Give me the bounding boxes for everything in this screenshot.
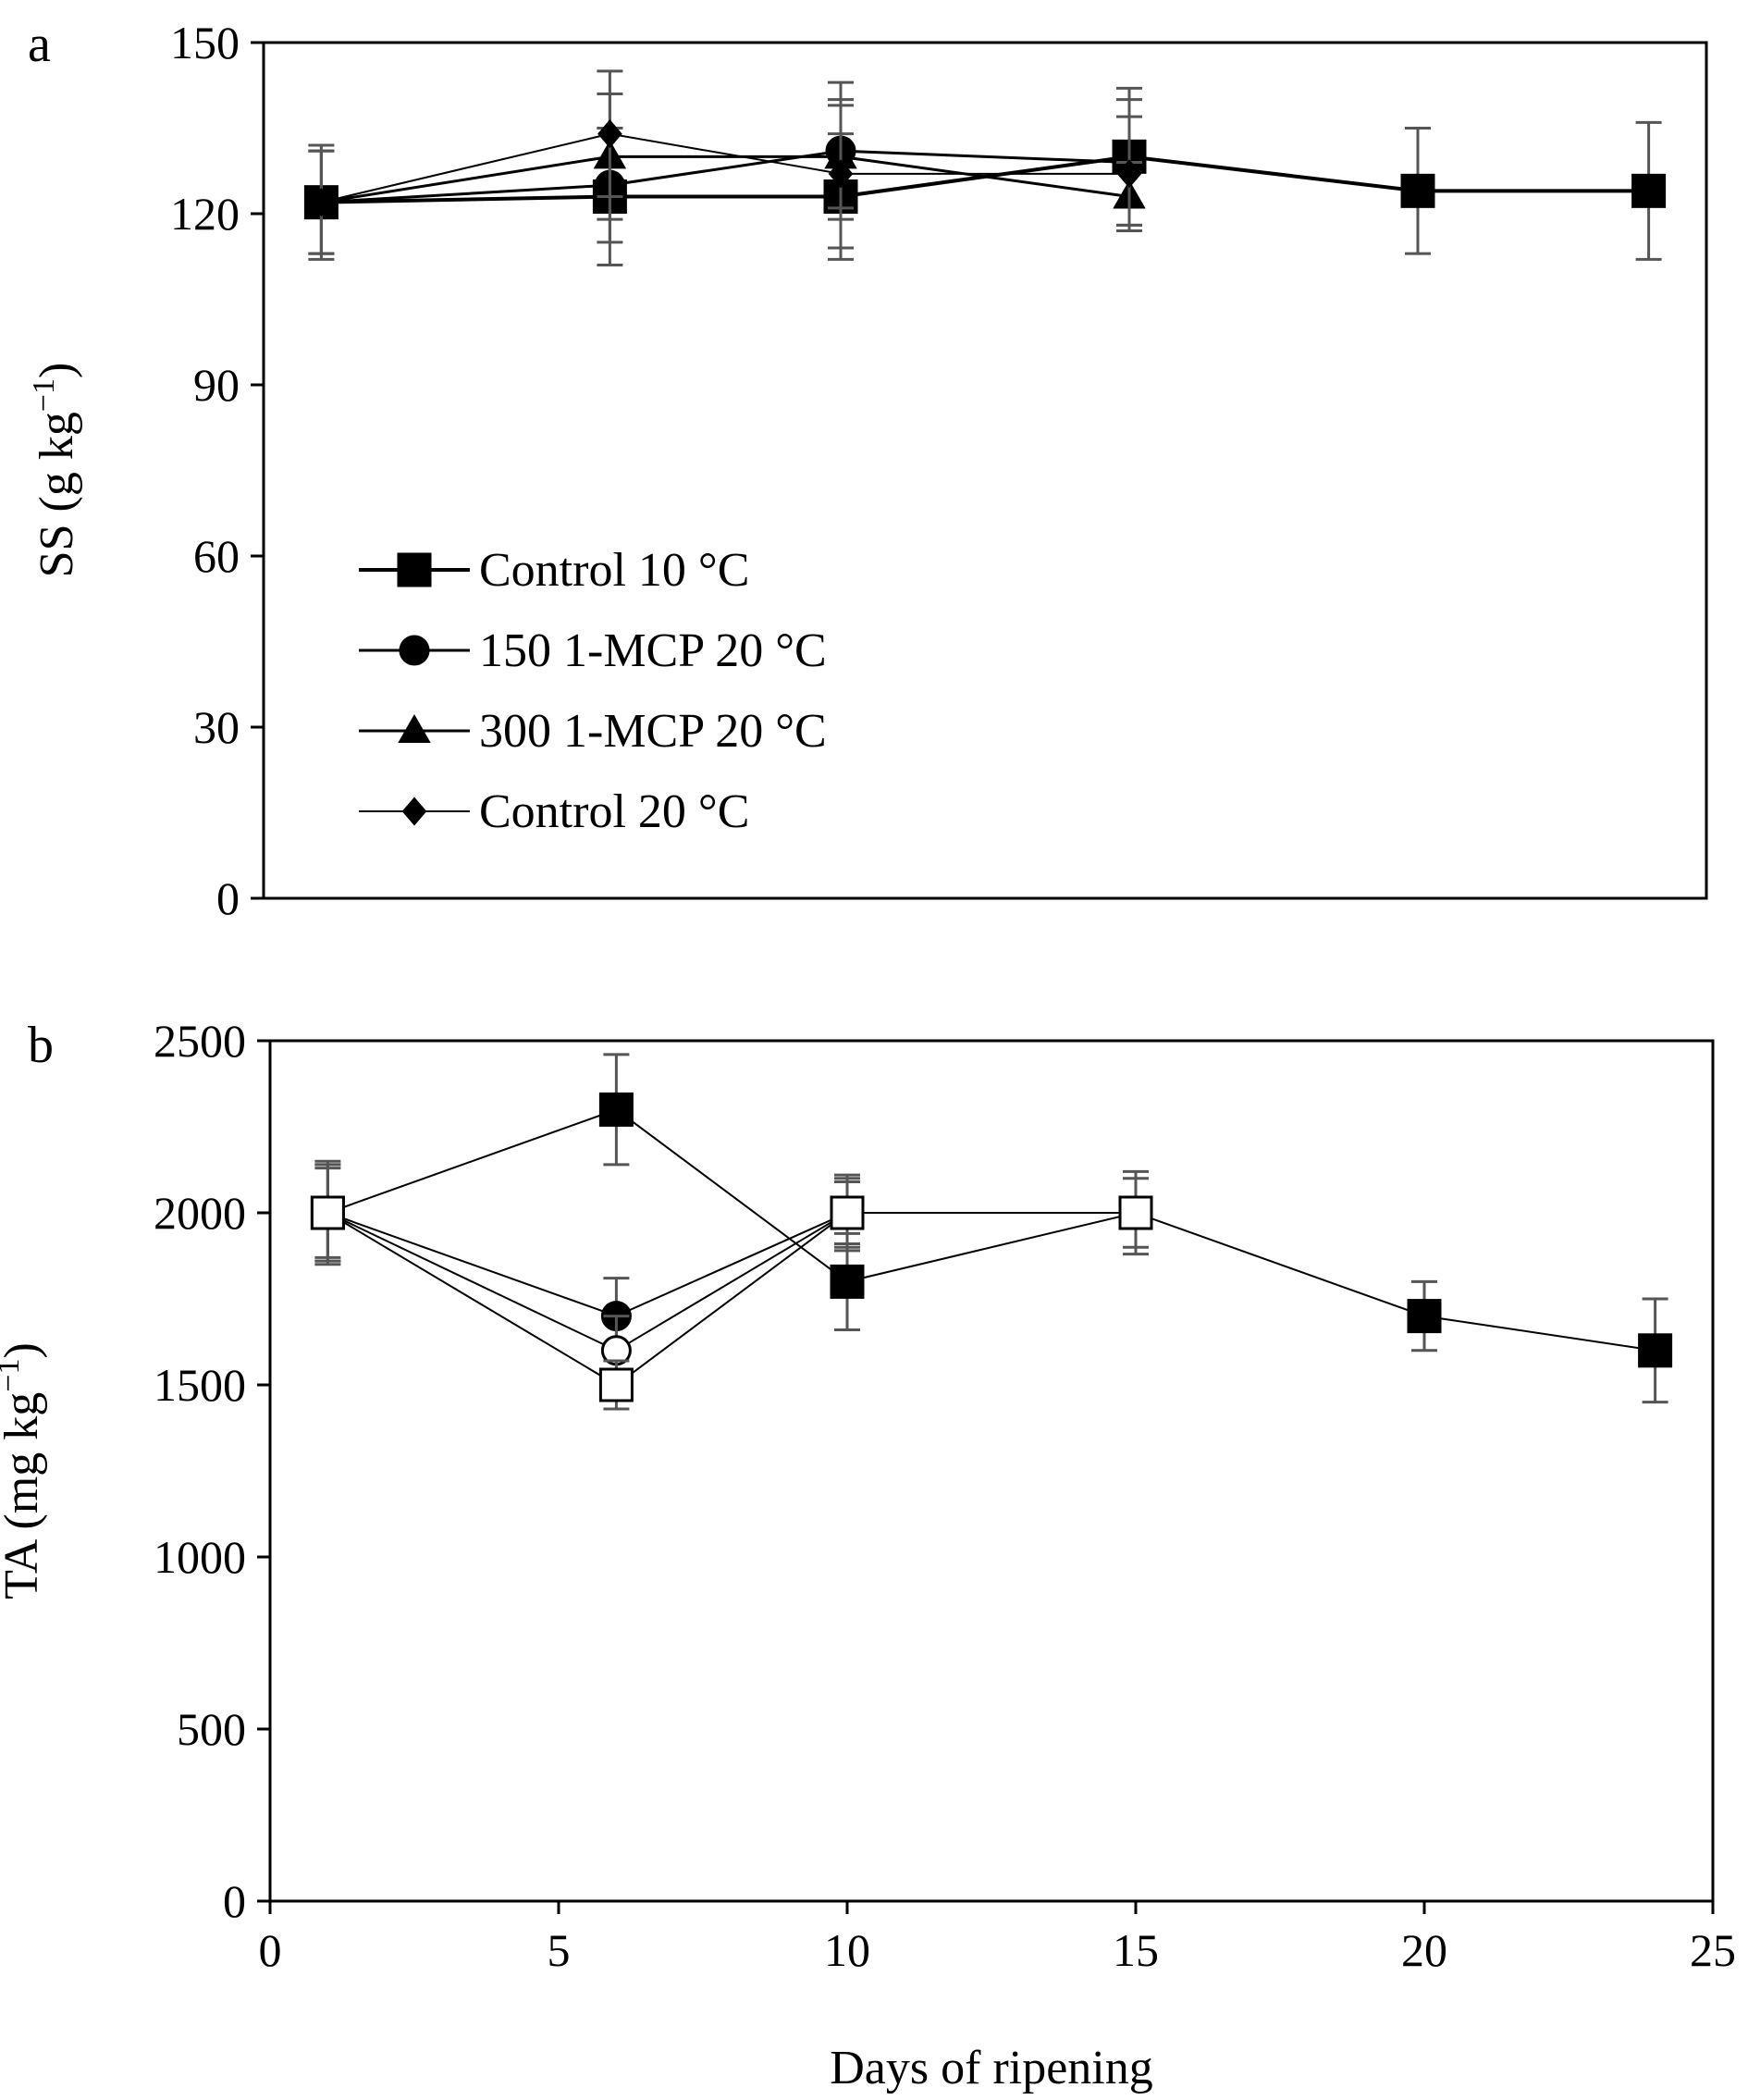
series-line [321, 132, 1129, 204]
legend-marker [397, 552, 432, 587]
legend-label: 300 1-MCP 20 °C [479, 705, 827, 758]
data-point [1638, 1333, 1673, 1368]
panel-b-y-ticks: 0 500 1000 1500 2000 2500 [154, 1015, 270, 1927]
panel-b-y-tick-label: 2500 [154, 1015, 246, 1067]
panel-b-plot-area [268, 1039, 1715, 1903]
data-point [830, 1195, 865, 1230]
panel-b-x-tick-label: 25 [1690, 1924, 1736, 1976]
panel-a-y-tick-label: 60 [193, 530, 240, 582]
data-point [1116, 159, 1142, 189]
panel-a-series-3 [308, 69, 1142, 261]
panel-b-x-tick-label: 15 [1113, 1924, 1159, 1976]
data-point [598, 1367, 634, 1402]
panel-a-letter: a [28, 16, 51, 73]
panel-a-plot-area [262, 41, 1708, 900]
data-point [1631, 173, 1667, 208]
panel-a-series [303, 69, 1667, 266]
panel-b-letter: b [28, 1017, 54, 1074]
panel-b-x-tick-label: 10 [824, 1924, 870, 1976]
series-line [321, 154, 1130, 204]
panel-b-series-1 [312, 1163, 863, 1356]
data-point [830, 1264, 865, 1299]
legend-marker [399, 635, 430, 666]
data-point [828, 159, 854, 189]
panel-b-x-ticks: 0 5 10 15 20 25 [259, 1901, 1736, 1976]
data-point [597, 119, 622, 149]
panel-a-legend: Control 10 °C 150 1-MCP 20 °C 300 1-MCP 20… [359, 544, 827, 838]
legend-marker [401, 797, 427, 826]
data-point [310, 1195, 345, 1230]
panel-b-x-tick-label: 5 [548, 1924, 571, 1976]
panel-b-series-3 [310, 1163, 1153, 1411]
legend-label: 150 1-MCP 20 °C [479, 624, 827, 677]
series-line [326, 1212, 1136, 1387]
panel-a-y-axis-title-sup: −1 [27, 378, 61, 412]
data-point [1118, 1195, 1153, 1230]
panel-b-y-axis-title-close: ) [0, 1342, 48, 1358]
panel-a-series-1 [305, 80, 1145, 255]
panel-a-y-tick-label: 30 [193, 701, 240, 753]
panel-b: b 0 500 1000 1500 2000 2500 0 5 10 15 20 25 TA (mg… [0, 1015, 1736, 2094]
data-point [1407, 1299, 1442, 1334]
legend-marker [398, 713, 431, 743]
panel-b-series-2 [312, 1167, 863, 1387]
series-line [321, 149, 1130, 204]
data-point [309, 188, 334, 217]
panel-b-y-tick-label: 1500 [154, 1359, 246, 1411]
panel-b-y-tick-label: 500 [177, 1703, 246, 1755]
panel-a-y-axis-title: SS (g kg−1) [27, 363, 83, 578]
panel-b-series-0 [310, 1053, 1673, 1404]
panel-a-y-tick-label: 0 [216, 872, 240, 924]
panel-b-y-tick-label: 2000 [154, 1187, 246, 1239]
panel-a-y-tick-label: 150 [170, 17, 240, 68]
series-line [327, 1108, 1656, 1352]
data-point [1400, 173, 1435, 208]
panel-a-y-tick-label: 120 [170, 188, 240, 240]
legend-label: Control 20 °C [479, 785, 749, 838]
panel-b-x-tick-label: 20 [1401, 1924, 1447, 1976]
series-line [321, 154, 1649, 204]
panel-a: a 0 30 60 90 120 150 SS (g kg−1) Control 10 °… [27, 16, 1708, 924]
panel-b-y-axis-title: TA (mg kg−1) [0, 1342, 48, 1600]
data-point [598, 1092, 634, 1127]
panel-b-y-tick-label: 1000 [154, 1531, 246, 1583]
series-line [327, 1212, 848, 1317]
panel-a-y-axis-title-close: ) [31, 363, 83, 378]
panel-a-y-axis-title-main: SS (g kg [31, 412, 83, 577]
panel-b-y-axis-title-main: TA (mg kg [0, 1392, 48, 1600]
panel-b-x-axis-title: Days of ripening [830, 2042, 1152, 2094]
panel-b-y-tick-label: 0 [223, 1875, 246, 1927]
panel-a-y-tick-label: 90 [193, 359, 240, 411]
panel-a-y-ticks: 0 30 60 90 120 150 [170, 17, 264, 924]
panel-b-series [310, 1053, 1673, 1411]
panel-b-y-axis-title-sup: −1 [0, 1359, 26, 1392]
panel-b-x-tick-label: 0 [259, 1924, 282, 1976]
series-line [326, 1212, 848, 1352]
legend-label: Control 10 °C [479, 544, 749, 597]
